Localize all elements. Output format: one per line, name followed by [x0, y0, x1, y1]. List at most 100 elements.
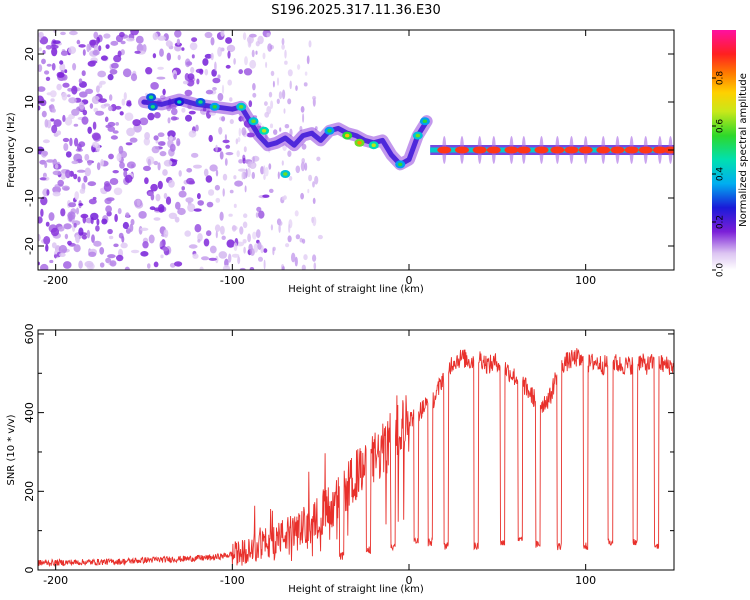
speckle-blob	[42, 50, 46, 55]
speckle-streak	[267, 43, 273, 52]
speckle-blob	[262, 194, 270, 198]
speckle-blob	[100, 55, 108, 61]
speckle-blob	[169, 135, 173, 141]
speckle-blob	[91, 95, 100, 105]
speckle-blob	[197, 200, 204, 206]
carrier-peak	[578, 146, 593, 154]
speckle-blob	[222, 264, 231, 270]
speckle-blob	[193, 164, 202, 169]
speckle-blob	[243, 68, 253, 76]
speckle-streak	[215, 197, 221, 203]
speckle-streak	[241, 127, 247, 136]
speckle-blob	[148, 234, 155, 244]
colorbar-tick-label: 0.0	[716, 263, 726, 278]
speckle-streak	[255, 41, 260, 47]
speckle-blob	[152, 53, 157, 59]
speckle-blob	[49, 259, 54, 264]
speckle-blob	[71, 108, 80, 116]
speckle-blob	[125, 174, 133, 183]
speckle-streak	[312, 181, 315, 188]
speckle-streak	[238, 159, 244, 164]
speckle-blob	[218, 126, 223, 135]
speckle-blob	[39, 99, 47, 107]
x-tick-label: 100	[575, 574, 596, 587]
speckle-blob	[60, 31, 66, 36]
speckle-streak	[304, 162, 308, 171]
ridge-blob-core	[345, 133, 350, 138]
speckle-blob	[113, 243, 119, 248]
speckle-blob	[153, 160, 159, 166]
ridge-blob-core	[422, 119, 428, 123]
speckle-blob	[73, 123, 79, 127]
speckle-blob	[110, 135, 118, 140]
speckle-blob	[157, 132, 165, 137]
speckle-blob	[40, 196, 48, 206]
x-tick-label: 0	[406, 274, 413, 287]
speckle-streak	[273, 129, 278, 135]
speckle-blob	[99, 262, 105, 268]
speckle-streak	[295, 234, 301, 240]
speckle-blob	[242, 221, 248, 229]
x-tick-label: -200	[43, 274, 68, 287]
speckle-blob	[157, 66, 164, 70]
spectrogram-y-label: Frequency (Hz)	[6, 112, 17, 188]
carrier-peak	[486, 146, 501, 154]
colorbar-tick-label: 0.2	[716, 215, 726, 229]
speckle-blob	[130, 249, 140, 254]
speckle-blob	[107, 228, 113, 235]
speckle-blob	[74, 137, 79, 147]
speckle-streak	[242, 239, 247, 244]
speckle-blob	[84, 153, 90, 161]
speckle-blob	[177, 207, 186, 216]
speckle-blob	[115, 122, 119, 126]
colorbar-ticks: 0.0 0.2 0.4 0.6 0.8	[712, 71, 726, 278]
speckle-streak	[295, 165, 301, 174]
speckle-blob	[181, 47, 185, 51]
speckle-blob	[257, 210, 265, 219]
ridge-blob-core	[327, 129, 332, 133]
speckle-blob	[87, 126, 92, 134]
ridge-blob-core	[398, 162, 403, 167]
speckle-streak	[287, 150, 292, 157]
speckle-blob	[45, 244, 49, 252]
speckle-blob	[60, 50, 69, 56]
speckle-streak	[266, 32, 271, 38]
speckle-blob	[76, 169, 86, 173]
speckle-streak	[316, 156, 321, 162]
speckle-blob	[151, 145, 160, 154]
carrier-peak	[652, 146, 667, 154]
speckle-blob	[98, 45, 102, 52]
speckle-blob	[145, 67, 153, 75]
speckle-blob	[73, 244, 81, 253]
speckle-blob	[40, 263, 49, 270]
speckle-blob	[204, 53, 213, 59]
speckle-blob	[154, 112, 161, 119]
speckle-blob	[76, 207, 79, 215]
speckle-blob	[92, 121, 97, 130]
speckle-streak	[245, 168, 248, 179]
speckle-blob	[263, 248, 268, 253]
speckle-blob	[155, 193, 161, 202]
speckle-blob	[95, 110, 105, 116]
speckle-blob	[165, 40, 173, 47]
speckle-streak	[294, 256, 298, 267]
speckle-blob	[121, 235, 125, 243]
speckle-streak	[233, 175, 237, 180]
carrier-peak	[638, 146, 653, 154]
speckle-blob	[226, 44, 236, 53]
speckle-blob	[69, 30, 78, 36]
speckle-blob	[64, 233, 69, 240]
speckle-streak	[219, 211, 224, 221]
speckle-blob	[175, 201, 181, 210]
speckle-blob	[126, 127, 135, 137]
speckle-blob	[120, 49, 125, 56]
speckle-blob	[188, 244, 198, 249]
speckle-blob	[178, 190, 187, 198]
speckle-blob	[159, 151, 167, 157]
speckle-blob	[91, 234, 95, 243]
speckle-blob	[238, 168, 247, 172]
speckle-blob	[197, 239, 201, 243]
speckle-streak	[317, 234, 323, 240]
speckle-blob	[57, 226, 65, 232]
speckle-blob	[77, 143, 82, 151]
